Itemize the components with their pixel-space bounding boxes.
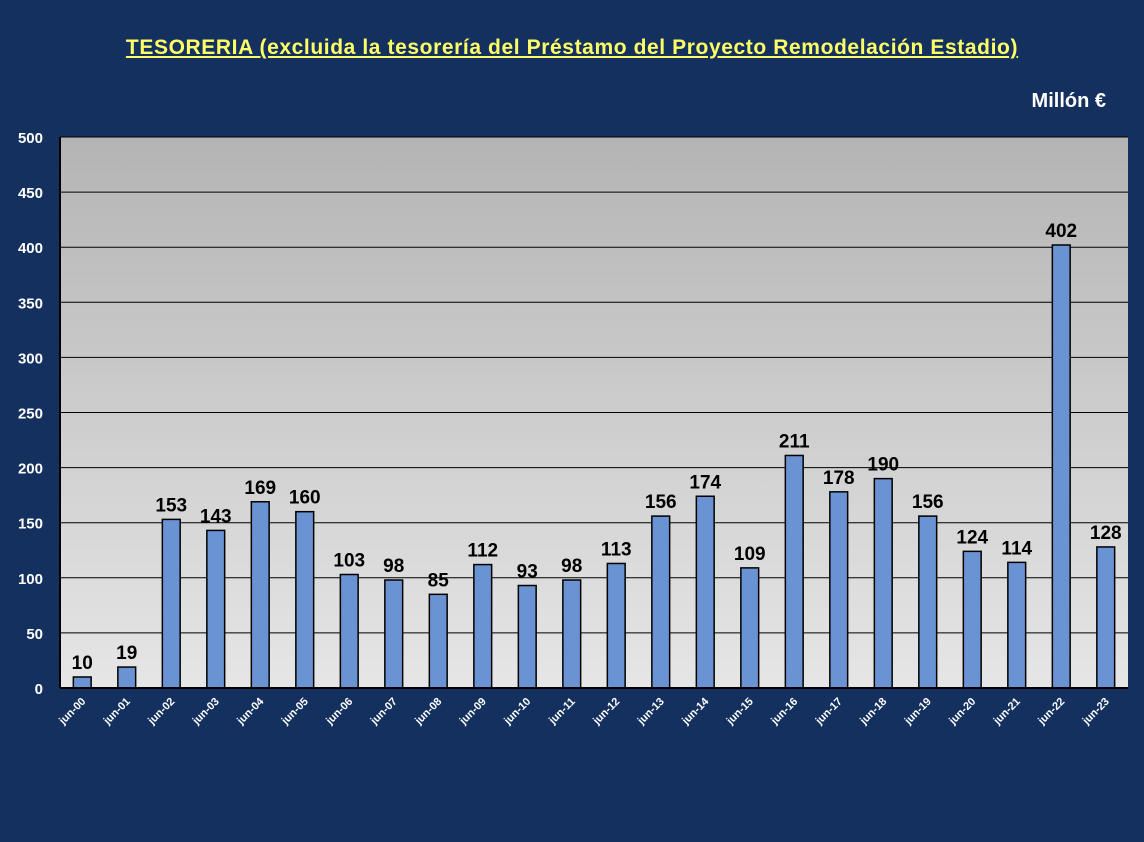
data-label: 98 — [561, 556, 582, 577]
bar-jun-04 — [250, 501, 270, 689]
bar-jun-12 — [606, 562, 626, 689]
y-tick-label: 150 — [18, 516, 43, 533]
x-tick-label: jun-04 — [234, 695, 267, 728]
x-tick-label: jun-17 — [813, 696, 845, 728]
data-label: 153 — [155, 495, 187, 516]
bar-jun-22 — [1051, 244, 1071, 689]
bar-jun-17 — [829, 491, 849, 689]
x-tick-label: jun-14 — [679, 695, 712, 728]
data-label: 178 — [823, 468, 855, 489]
x-tick-label: jun-16 — [768, 696, 800, 728]
data-label: 113 — [601, 539, 632, 560]
chart-title: TESORERIA (excluida la tesorería del Pré… — [125, 36, 1019, 59]
bar-jun-20 — [962, 550, 982, 689]
bar-jun-06 — [339, 573, 359, 689]
x-tick-label: jun-02 — [145, 696, 177, 728]
y-tick-label: 300 — [18, 350, 43, 367]
y-tick-label: 350 — [18, 295, 43, 312]
x-tick-label: jun-23 — [1080, 696, 1112, 728]
bar-jun-11 — [562, 579, 582, 689]
bar-jun-16 — [784, 454, 804, 689]
data-label: 98 — [383, 556, 404, 577]
bar-jun-01 — [117, 666, 137, 689]
x-tick-label: jun-20 — [946, 696, 978, 728]
x-tick-label: jun-03 — [190, 696, 222, 728]
bar-jun-07 — [384, 579, 404, 689]
data-label: 124 — [956, 527, 988, 548]
data-label: 143 — [200, 506, 232, 527]
bar-jun-00 — [72, 676, 92, 689]
x-tick-label: jun-10 — [501, 696, 533, 728]
data-label: 190 — [867, 455, 899, 476]
x-tick-label: jun-21 — [991, 696, 1023, 728]
bar-jun-10 — [517, 584, 537, 689]
data-label: 85 — [428, 570, 450, 591]
data-label: 109 — [734, 544, 766, 565]
data-label: 160 — [289, 488, 321, 509]
x-tick-label: jun-07 — [368, 696, 400, 728]
y-tick-label: 50 — [26, 626, 43, 643]
y-tick-label: 250 — [18, 406, 43, 423]
x-tick-label: jun-22 — [1035, 696, 1067, 728]
x-tick-label: jun-18 — [857, 696, 889, 728]
data-label: 128 — [1090, 523, 1122, 544]
bar-jun-05 — [295, 510, 315, 689]
bar-jun-23 — [1096, 546, 1116, 689]
x-tick-label: jun-19 — [902, 696, 934, 728]
y-tick-label: 100 — [18, 571, 43, 588]
bar-jun-21 — [1007, 561, 1027, 689]
data-label: 174 — [689, 472, 721, 493]
data-label: 10 — [72, 653, 93, 674]
bar-jun-19 — [918, 515, 938, 689]
x-tick-label: jun-08 — [412, 696, 444, 728]
data-label: 114 — [1001, 538, 1032, 559]
y-tick-label: 200 — [18, 461, 43, 478]
unit-label: Millón € — [1031, 90, 1106, 112]
data-label: 156 — [912, 492, 944, 513]
bar-jun-14 — [695, 495, 715, 689]
bar-jun-02 — [161, 518, 181, 689]
data-label: 156 — [645, 492, 677, 513]
bar-jun-18 — [873, 477, 893, 689]
x-tick-label: jun-00 — [56, 696, 88, 728]
bar-jun-09 — [473, 563, 493, 689]
x-tick-label: jun-05 — [279, 696, 311, 728]
data-label: 103 — [333, 550, 365, 571]
y-tick-label: 0 — [35, 681, 43, 698]
y-tick-label: 450 — [18, 185, 43, 202]
bar-jun-08 — [428, 593, 448, 689]
y-tick-label: 500 — [18, 130, 43, 147]
x-tick-label: jun-09 — [457, 696, 489, 728]
x-tick-label: jun-15 — [724, 696, 756, 728]
data-label: 402 — [1045, 221, 1077, 242]
x-tick-label: jun-06 — [323, 696, 355, 728]
data-label: 211 — [779, 431, 810, 452]
data-label: 112 — [467, 541, 498, 562]
bar-jun-15 — [740, 567, 760, 689]
bar-jun-03 — [206, 529, 226, 689]
x-tick-label: jun-11 — [546, 696, 578, 728]
y-tick-label: 400 — [18, 240, 43, 257]
data-label: 169 — [244, 478, 276, 499]
x-tick-label: jun-01 — [101, 696, 133, 728]
x-tick-label: jun-13 — [635, 696, 667, 728]
data-label: 93 — [517, 562, 538, 583]
x-tick-label: jun-12 — [590, 696, 622, 728]
bar-jun-13 — [651, 515, 671, 689]
data-label: 19 — [116, 643, 137, 664]
